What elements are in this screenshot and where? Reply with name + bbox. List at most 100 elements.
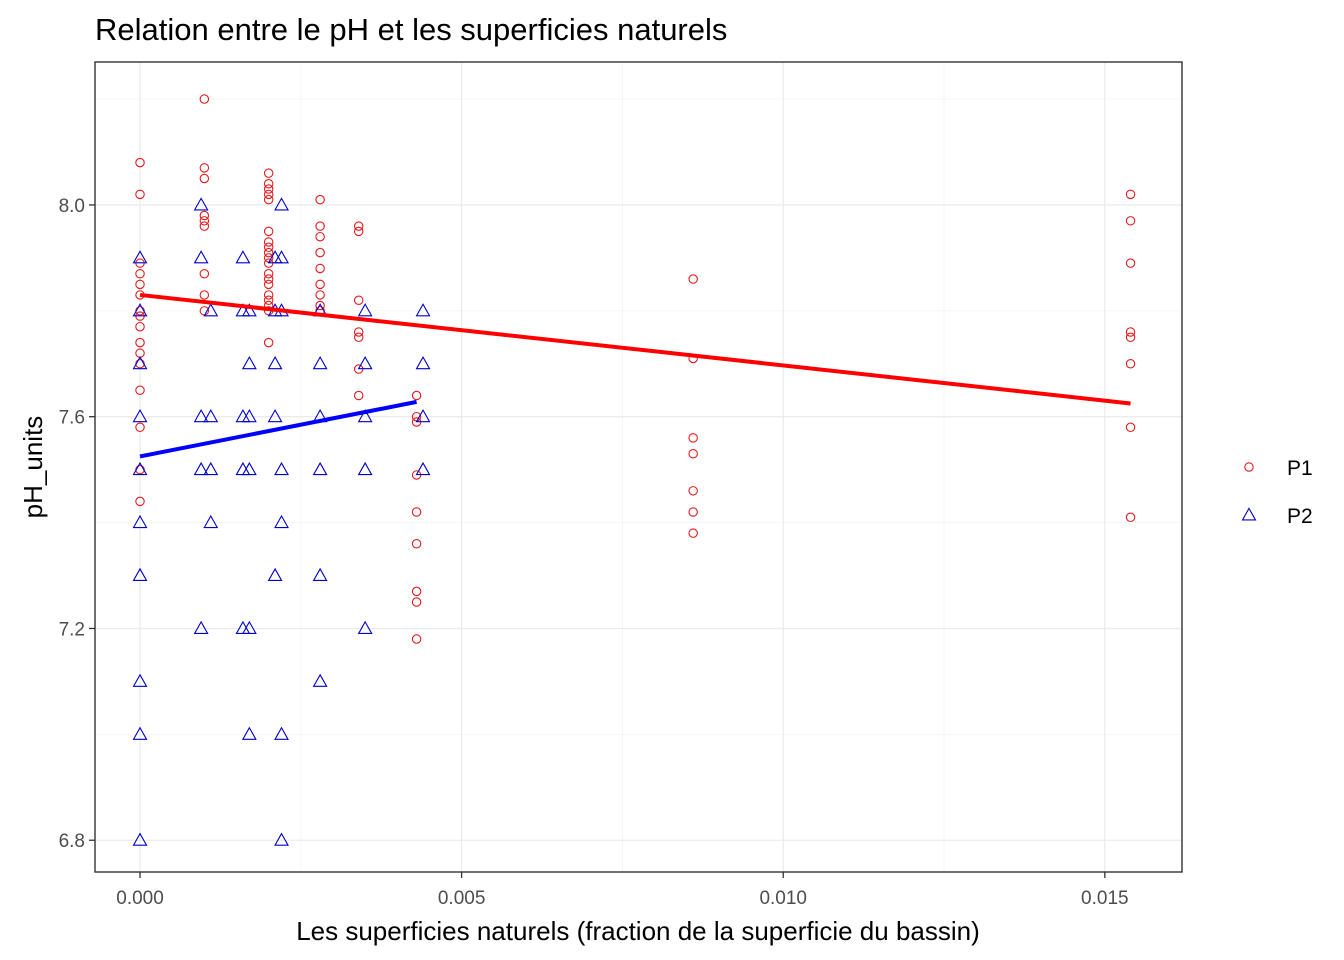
data-point-p2: [203, 461, 219, 476]
data-point-p2: [357, 303, 373, 317]
data-point-p1: [199, 210, 210, 221]
data-point-p2: [235, 250, 251, 264]
legend: P1 P2: [1241, 457, 1313, 528]
data-point-p1: [688, 507, 698, 517]
data-point-p2: [132, 514, 148, 529]
data-point-p2: [415, 356, 431, 370]
data-point-p1: [315, 279, 325, 290]
legend-label-p2: P2: [1287, 505, 1313, 528]
data-point-p2: [241, 726, 257, 740]
data-point-p2: [267, 567, 283, 582]
data-point-p1: [353, 327, 364, 337]
data-point-p2: [267, 408, 283, 423]
data-point-p2: [312, 461, 328, 476]
data-point-p1: [263, 194, 274, 205]
data-point-p1: [1125, 332, 1136, 343]
data-point-p2: [241, 356, 257, 370]
data-point-p2: [132, 673, 148, 687]
axis-ticks: 0.000 0.005 0.010 0.015 6.8 7.2 7.6 8.0: [59, 196, 1129, 909]
data-point-p2: [235, 620, 251, 634]
data-point-p1: [135, 269, 145, 279]
data-point-p1: [315, 247, 325, 258]
data-point-p2: [132, 408, 148, 423]
data-point-p1: [688, 528, 698, 538]
data-point-p1: [353, 390, 364, 401]
data-point-p1: [411, 507, 422, 517]
data-point-p2: [241, 620, 257, 634]
data-point-p1: [688, 274, 698, 284]
data-point-p1: [263, 179, 274, 189]
data-point-p1: [315, 263, 325, 274]
data-point-p1: [411, 634, 422, 644]
y-tick-label: 7.2: [59, 619, 85, 640]
x-tick-label: 0.010: [759, 888, 807, 909]
x-tick-label: 0.000: [116, 888, 164, 909]
data-point-p2: [241, 408, 257, 423]
data-point-p1: [135, 189, 145, 200]
trend-lines: [139, 292, 1131, 459]
data-point-p1: [263, 274, 274, 284]
data-point-p1: [263, 168, 274, 178]
data-point-p1: [1125, 359, 1136, 369]
data-point-p2: [415, 461, 431, 476]
data-point-p1: [263, 189, 274, 200]
legend-key-p2: [1241, 507, 1257, 521]
data-point-p2: [132, 303, 148, 317]
data-point-p1: [199, 163, 210, 173]
data-point-p1: [263, 184, 274, 194]
data-point-p1: [315, 300, 325, 311]
data-point-p1: [199, 221, 210, 231]
x-tick-label: 0.015: [1081, 888, 1129, 909]
data-point-p1: [688, 486, 698, 496]
data-point-p2: [415, 303, 431, 317]
data-point-p1: [263, 295, 274, 305]
data-point-p1: [688, 449, 698, 459]
data-point-p2: [132, 567, 148, 582]
data-point-p1: [353, 295, 364, 305]
data-point-p2: [274, 832, 289, 846]
data-point-p2: [203, 514, 219, 529]
trend-line-p2: [139, 399, 417, 459]
data-point-p1: [263, 279, 274, 290]
data-point-p2: [203, 408, 219, 423]
data-point-p2: [193, 461, 209, 476]
data-point-p2: [241, 303, 257, 317]
data-point-p2: [241, 461, 257, 476]
grid: [95, 62, 1182, 872]
data-point-p1: [1125, 258, 1136, 268]
data-point-p1: [135, 422, 145, 433]
x-axis-title: Les superficies naturels (fraction de la…: [296, 916, 980, 946]
data-point-p1: [315, 221, 325, 231]
data-point-p2: [274, 461, 289, 476]
data-point-p1: [199, 269, 210, 279]
legend-label-p1: P1: [1287, 457, 1313, 480]
y-tick-label: 7.6: [59, 408, 85, 429]
data-point-p1: [411, 539, 422, 549]
data-point-p1: [135, 385, 145, 395]
data-point-p1: [135, 496, 145, 507]
data-point-p1: [135, 321, 145, 332]
data-point-p2: [274, 514, 289, 529]
data-point-p2: [132, 250, 148, 264]
data-point-p2: [193, 250, 209, 264]
data-point-p2: [357, 461, 373, 476]
data-point-p2: [312, 673, 328, 687]
data-point-p1: [411, 586, 422, 597]
data-point-p2: [132, 726, 148, 740]
y-tick-label: 8.0: [59, 196, 85, 217]
data-point-p2: [203, 303, 219, 317]
data-point-p1: [411, 597, 422, 607]
legend-key-p1: [1244, 462, 1254, 472]
data-point-p2: [132, 832, 148, 846]
data-point-p1: [688, 433, 698, 443]
data-point-p2: [193, 408, 209, 423]
chart-title: Relation entre le pH et les superficies …: [95, 12, 727, 47]
data-point-p2: [274, 250, 289, 264]
data-point-p1: [1125, 189, 1136, 200]
data-point-p1: [263, 247, 274, 258]
data-point-p2: [267, 356, 283, 370]
series-p2-points: [132, 197, 431, 846]
data-point-p2: [312, 356, 328, 370]
data-point-p2: [274, 726, 289, 740]
data-point-p1: [263, 269, 274, 279]
